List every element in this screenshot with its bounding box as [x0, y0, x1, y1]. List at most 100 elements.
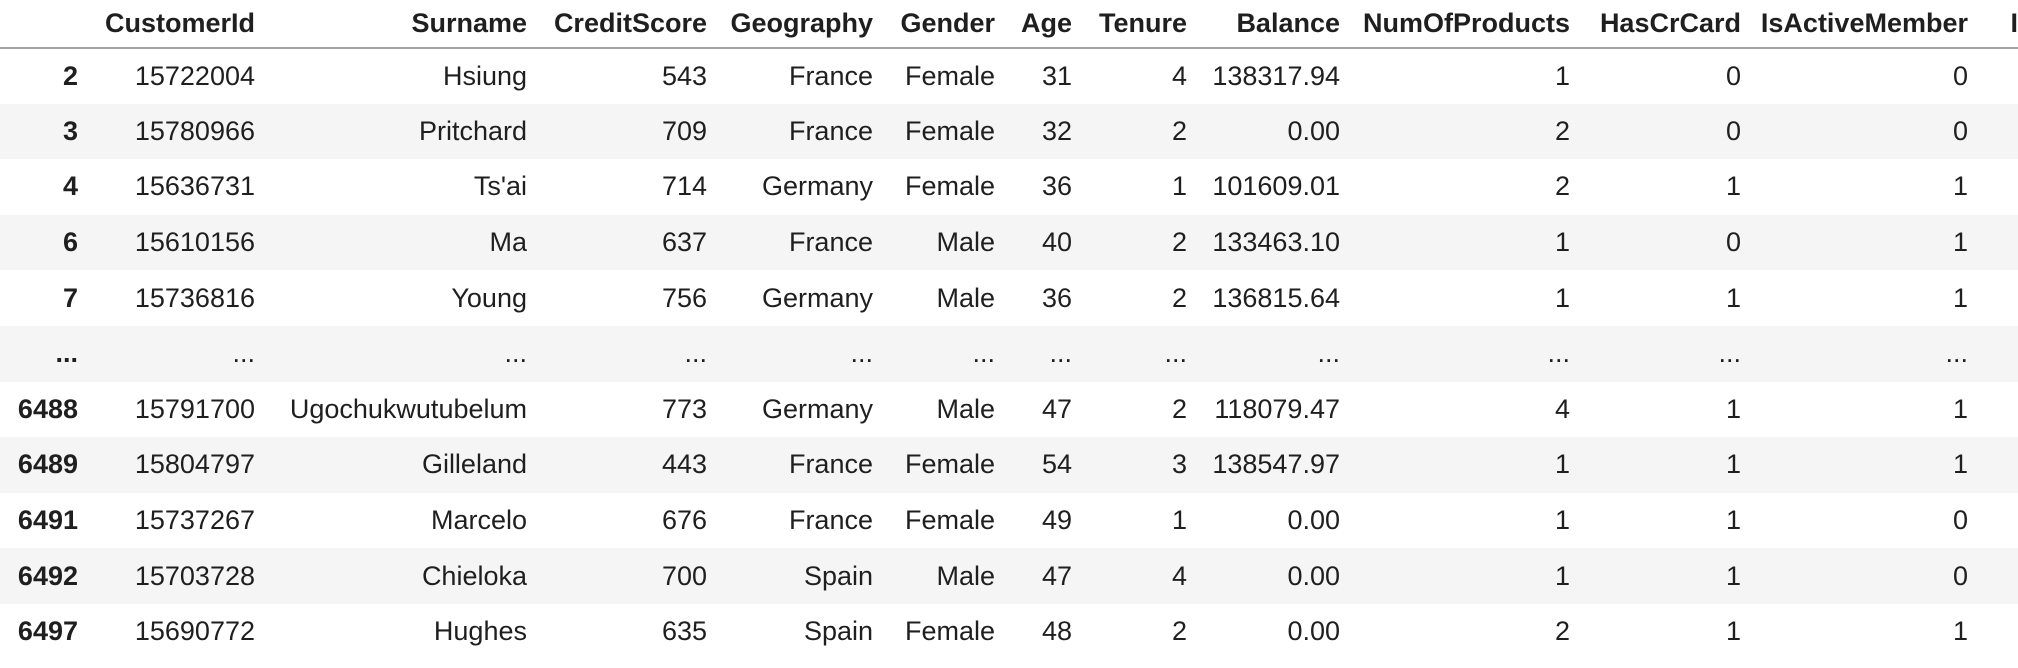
row-index: 2: [62, 60, 78, 91]
cell: ...: [1317, 338, 1340, 369]
cell: 1: [1725, 282, 1741, 313]
cell: [1968, 104, 2018, 160]
row-index: 6497: [17, 616, 78, 647]
cell: 714: [661, 171, 707, 202]
cell: 1: [1952, 616, 1968, 647]
cell: 709: [661, 115, 707, 146]
cell: 0: [1725, 115, 1741, 146]
row-index: 6491: [17, 505, 78, 536]
cell: 48: [1041, 616, 1072, 647]
cell: 138547.97: [1212, 449, 1340, 480]
cell: 0: [1725, 227, 1741, 258]
cell: 676: [661, 505, 707, 536]
cell: 2: [1554, 115, 1570, 146]
cell: Hsiung: [442, 60, 527, 91]
row-index: 6492: [17, 560, 78, 591]
cell: France: [788, 115, 873, 146]
cell: 15703728: [134, 560, 255, 591]
cell: Germany: [761, 282, 873, 313]
cell: Ma: [489, 227, 527, 258]
table-body: 2 15722004 Hsiung 543 France Female 31 4…: [0, 48, 2018, 660]
cell: ...: [232, 338, 255, 369]
cell: ...: [1718, 338, 1741, 369]
cell: 443: [661, 449, 707, 480]
cell: 15737267: [134, 505, 255, 536]
cell: 4: [1171, 60, 1187, 91]
cell: ...: [972, 338, 995, 369]
cell: 36: [1041, 171, 1072, 202]
cell: 47: [1041, 393, 1072, 424]
cell: France: [788, 449, 873, 480]
column-header-index: [0, 0, 78, 49]
cell: 133463.10: [1212, 227, 1340, 258]
cell: 1: [1725, 616, 1741, 647]
table-row: 2 15722004 Hsiung 543 France Female 31 4…: [0, 48, 2018, 104]
cell: Male: [936, 227, 995, 258]
cell: 15791700: [134, 393, 255, 424]
cell: 0: [1952, 60, 1968, 91]
cell: [1968, 493, 2018, 549]
cell: 1: [1554, 60, 1570, 91]
cell: 31: [1041, 60, 1072, 91]
table-row: 6488 15791700 Ugochukwutubelum 773 Germa…: [0, 382, 2018, 438]
cell: 118079.47: [1214, 393, 1340, 424]
cell: 54: [1041, 449, 1072, 480]
cell: Germany: [761, 393, 873, 424]
column-header-tenure: Tenure: [1072, 0, 1187, 49]
cell: 773: [661, 393, 707, 424]
cell: Marcelo: [430, 505, 527, 536]
cell: Ugochukwutubelum: [289, 393, 527, 424]
cell: 2: [1171, 227, 1187, 258]
cell: [1968, 270, 2018, 326]
cell: 1: [1952, 282, 1968, 313]
cell: 4: [1554, 393, 1570, 424]
cell: 36: [1041, 282, 1072, 313]
cell: 4: [1171, 560, 1187, 591]
header-row: CustomerId Surname CreditScore Geography…: [0, 0, 2018, 49]
cell: 0.00: [1287, 505, 1340, 536]
cell: ...: [684, 338, 707, 369]
cell: 1: [1725, 171, 1741, 202]
cell: 2: [1171, 393, 1187, 424]
cell: 637: [661, 227, 707, 258]
cell: 0: [1952, 560, 1968, 591]
cell: 1: [1952, 227, 1968, 258]
cell: ...: [504, 338, 527, 369]
column-header-age: Age: [995, 0, 1072, 49]
cell: 40: [1041, 227, 1072, 258]
cell: France: [788, 60, 873, 91]
cell: Female: [904, 60, 995, 91]
table-row: 3 15780966 Pritchard 709 France Female 3…: [0, 103, 2018, 160]
cell: Male: [936, 282, 995, 313]
cell: 32: [1041, 115, 1072, 146]
column-header-surname: Surname: [255, 0, 527, 49]
cell: [1968, 382, 2018, 438]
cell: 543: [661, 60, 707, 91]
table-header: CustomerId Surname CreditScore Geography…: [0, 0, 2018, 49]
row-index: 6: [62, 227, 78, 258]
cell: 635: [661, 616, 707, 647]
cell: 1: [1171, 505, 1187, 536]
cell: 15636731: [134, 171, 255, 202]
cell: 2: [1171, 115, 1187, 146]
cell: Young: [451, 282, 527, 313]
cell: 1: [1554, 227, 1570, 258]
cell: 1: [1725, 560, 1741, 591]
column-header-balance: Balance: [1187, 0, 1340, 49]
cell: [1968, 215, 2018, 271]
column-header-hascrcard: HasCrCard: [1570, 0, 1741, 49]
cell: ...: [1049, 338, 1072, 369]
table-row: 7 15736816 Young 756 Germany Male 36 2 1…: [0, 270, 2018, 326]
table-row-ellipsis: ... ... ... ... ... ... ... ... ... ... …: [0, 325, 2018, 382]
cell: Pritchard: [418, 115, 527, 146]
column-header-geography: Geography: [707, 0, 873, 49]
cell: Germany: [761, 171, 873, 202]
column-header-creditscore: CreditScore: [527, 0, 707, 49]
cell: 1: [1952, 449, 1968, 480]
row-index: ...: [55, 338, 78, 369]
cell: 15780966: [134, 115, 255, 146]
cell: 1: [1554, 560, 1570, 591]
cell: 15690772: [134, 616, 255, 647]
cell: 1: [1554, 449, 1570, 480]
